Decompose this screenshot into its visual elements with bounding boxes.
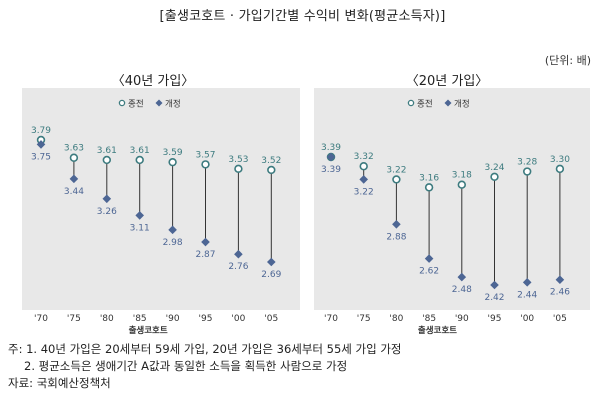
point-after (457, 272, 467, 282)
point-after (392, 219, 401, 229)
x-tick-label: '70 (34, 314, 48, 324)
data-label-after: 3.39 (321, 165, 341, 175)
data-label-after: 2.46 (550, 288, 570, 298)
data-label-before: 3.22 (386, 165, 406, 175)
point-before (424, 183, 434, 192)
point-before (234, 164, 243, 174)
point-before (168, 157, 177, 167)
x-tick-label: '90 (166, 314, 180, 324)
point-after (267, 257, 276, 267)
point-after (522, 278, 532, 287)
point-before (457, 180, 466, 189)
point-before (102, 155, 112, 165)
point-before (69, 153, 79, 162)
point-after (135, 211, 144, 220)
data-label-after: 2.87 (195, 250, 215, 260)
point-before (135, 155, 144, 165)
x-tick-label: '80 (389, 314, 403, 324)
x-tick-label: '95 (488, 314, 502, 324)
point-before (490, 172, 499, 181)
legend-marker-before (407, 99, 415, 107)
x-tick-label: '05 (264, 314, 278, 324)
point-after (69, 174, 79, 184)
point-before (555, 164, 565, 174)
point-before (267, 165, 276, 175)
x-tick-label: '00 (520, 314, 534, 324)
data-label-after: 2.44 (517, 290, 537, 300)
data-label-after: 3.44 (64, 187, 84, 197)
unit-label: (단위: 배) (544, 54, 591, 67)
panel-background (22, 88, 300, 310)
data-label-after: 3.75 (31, 152, 51, 162)
legend-label-after: 개정 (454, 99, 470, 110)
point-after (555, 275, 565, 285)
notes: 주: 1. 40년 가입은 20세부터 59세 가입, 20년 가입은 36세부… (8, 341, 402, 392)
data-label-after: 2.69 (261, 270, 281, 280)
legend-label-after: 개정 (165, 99, 181, 110)
x-tick-label: '70 (324, 314, 338, 324)
point-before (201, 160, 210, 169)
x-tick-label: '75 (357, 314, 371, 324)
data-label-before: 3.79 (31, 126, 51, 136)
point-before (392, 175, 401, 184)
data-label-after: 2.76 (228, 262, 248, 272)
data-label-before: 3.39 (321, 143, 341, 153)
legend-label-before: 종전 (128, 99, 144, 110)
point-after (424, 254, 434, 263)
data-label-after: 2.98 (163, 238, 183, 248)
data-label-before: 3.63 (64, 144, 84, 154)
legend-marker-after (444, 99, 452, 107)
point-after (326, 152, 336, 162)
data-label-before: 3.30 (550, 155, 570, 165)
data-label-after: 2.48 (452, 285, 472, 295)
point-after (201, 237, 210, 247)
data-label-before: 3.18 (452, 171, 472, 181)
point-before (359, 162, 368, 171)
data-label-before: 3.32 (354, 152, 374, 162)
point-after (168, 225, 177, 235)
x-axis-label: 출생코호트 (129, 325, 168, 336)
point-after (490, 280, 499, 290)
figure-title: [출생코호트 · 가입기간별 수익비 변화(평균소득자)] (159, 9, 446, 24)
point-after (102, 194, 112, 204)
data-label-after: 3.26 (97, 207, 117, 217)
note-2: 2. 평균소득은 생애기간 A값과 동일한 소득을 획득한 사람으로 가정 (24, 359, 348, 373)
data-label-before: 3.28 (517, 158, 537, 168)
point-after (359, 175, 368, 184)
data-label-after: 3.11 (130, 223, 150, 233)
data-label-before: 3.59 (163, 148, 183, 158)
data-label-before: 3.57 (195, 150, 215, 160)
panel-title-40yr: 〈40년 가입〉 (111, 74, 195, 89)
panel-title-20yr: 〈20년 가입〉 (405, 74, 489, 89)
legend-label-before: 종전 (417, 99, 433, 110)
source-note: 자료: 국회예산정책처 (8, 376, 111, 390)
data-label-before: 3.24 (484, 163, 504, 173)
chart-svg: 종전 개정 3.79 3.75 '70 3.63 3.44 '75 3.61 3.26 '80 3.6… (22, 88, 590, 336)
note-1: 주: 1. 40년 가입은 20세부터 59세 가입, 20년 가입은 36세부… (8, 342, 402, 356)
data-label-before: 3.61 (130, 146, 150, 156)
point-before (522, 167, 532, 176)
x-tick-label: '00 (231, 314, 245, 324)
panel-background (314, 88, 590, 310)
data-label-after: 2.62 (419, 267, 439, 277)
legend-marker-after (155, 99, 163, 107)
data-label-before: 3.16 (419, 173, 439, 183)
data-label-before: 3.53 (228, 155, 248, 165)
x-tick-label: '95 (199, 314, 213, 324)
x-axis-label: 출생코호트 (418, 325, 457, 336)
data-label-after: 3.22 (354, 187, 374, 197)
x-tick-label: '75 (67, 314, 81, 324)
point-after (36, 140, 46, 149)
data-label-after: 2.88 (386, 232, 406, 242)
x-tick-label: '90 (455, 314, 469, 324)
x-tick-label: '85 (133, 314, 147, 324)
data-label-before: 3.52 (261, 156, 281, 166)
legend-marker-before (118, 99, 126, 107)
data-label-after: 2.42 (484, 293, 504, 303)
point-after (234, 249, 243, 259)
x-tick-label: '05 (553, 314, 567, 324)
x-tick-label: '80 (100, 314, 114, 324)
x-tick-label: '85 (422, 314, 436, 324)
data-label-before: 3.61 (97, 146, 117, 156)
